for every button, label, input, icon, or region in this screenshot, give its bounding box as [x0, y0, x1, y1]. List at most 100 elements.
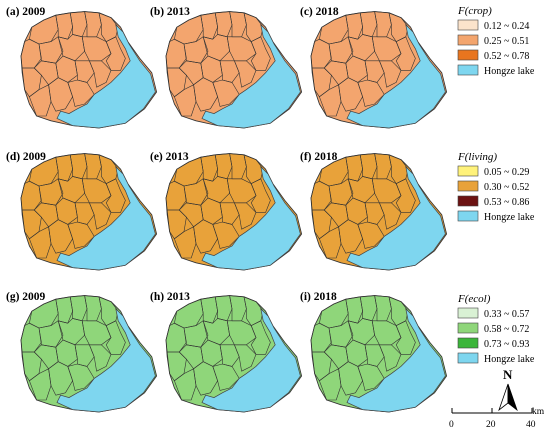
- legend-label: Hongze lake: [484, 354, 535, 365]
- county-region: [226, 36, 257, 62]
- legend-label: Hongze lake: [484, 212, 535, 223]
- county-region: [371, 178, 402, 204]
- hongze-lake: [346, 307, 446, 413]
- legend-ecol: F(ecol) 0.33 ~ 0.57 0.58 ~ 0.72 0.73 ~ 0…: [457, 293, 535, 365]
- county-region: [234, 344, 257, 372]
- county-region: [67, 363, 95, 391]
- county-region: [165, 322, 187, 353]
- county-region: [338, 361, 363, 396]
- county-region: [193, 361, 218, 396]
- legend-swatch: [457, 337, 479, 349]
- hongze-lake: [346, 165, 446, 271]
- hongze-lake: [201, 307, 301, 413]
- legend-title: F(ecol): [457, 293, 491, 305]
- panel-label: (b) 2013: [150, 6, 190, 18]
- hongze-lake: [56, 165, 156, 271]
- legend-swatch: [457, 19, 479, 31]
- panel-label: (i) 2018: [300, 291, 337, 303]
- county-region: [20, 38, 42, 69]
- legend-label: 0.33 ~ 0.57: [484, 309, 529, 320]
- county-region: [357, 79, 385, 107]
- county-region: [395, 178, 416, 213]
- county-region: [212, 363, 240, 391]
- county-region: [193, 77, 218, 112]
- county-region: [338, 219, 363, 254]
- county-region: [234, 202, 257, 230]
- county-region: [212, 79, 240, 107]
- legend-swatch: [457, 352, 479, 364]
- county-region: [81, 36, 112, 62]
- county-region: [379, 202, 402, 230]
- county-region: [310, 38, 332, 69]
- county-region: [67, 79, 95, 107]
- county-region: [338, 77, 363, 112]
- county-region: [20, 322, 42, 353]
- county-region: [48, 219, 73, 254]
- hongze-lake: [201, 23, 301, 129]
- county-region: [105, 320, 126, 355]
- panel-label: (d) 2009: [6, 151, 46, 163]
- legend-label: 0.53 ~ 0.86: [484, 197, 529, 208]
- county-region: [250, 178, 271, 213]
- legend-swatch: [457, 195, 479, 207]
- county-region: [212, 221, 240, 249]
- legend-label: 0.58 ~ 0.72: [484, 324, 529, 335]
- hongze-lake: [56, 23, 156, 129]
- county-region: [379, 344, 402, 372]
- hongze-lake: [346, 23, 446, 129]
- scale-bar: 0 20 40 km: [449, 407, 545, 430]
- county-region: [89, 202, 112, 230]
- legend-swatch: [457, 64, 479, 76]
- legend-label: 0.73 ~ 0.93: [484, 339, 529, 350]
- legend-label: 0.25 ~ 0.51: [484, 36, 529, 47]
- legend-label: 0.05 ~ 0.29: [484, 167, 529, 178]
- panel-label: (f) 2018: [300, 151, 338, 163]
- map-panel: [310, 295, 448, 413]
- county-region: [250, 320, 271, 355]
- county-region: [250, 36, 271, 71]
- county-region: [20, 180, 42, 211]
- county-region: [81, 178, 112, 204]
- county-region: [48, 77, 73, 112]
- county-region: [165, 180, 187, 211]
- county-region: [395, 36, 416, 71]
- county-region: [165, 38, 187, 69]
- county-region: [48, 361, 73, 396]
- scale-tick-label: 0: [449, 420, 454, 430]
- county-region: [357, 221, 385, 249]
- county-region: [310, 180, 332, 211]
- legend-label: Hongze lake: [484, 66, 535, 77]
- county-region: [89, 344, 112, 372]
- county-region: [105, 178, 126, 213]
- county-region: [226, 320, 257, 346]
- legend-swatch: [457, 165, 479, 177]
- panel-label: (e) 2013: [150, 151, 189, 163]
- legend-label: 0.30 ~ 0.52: [484, 182, 529, 193]
- county-region: [371, 36, 402, 62]
- county-region: [371, 320, 402, 346]
- county-region: [379, 60, 402, 88]
- map-panel: [310, 11, 448, 129]
- legend-swatch: [457, 34, 479, 46]
- legend-label: 0.12 ~ 0.24: [484, 21, 529, 32]
- legend-crop: F(crop) 0.12 ~ 0.24 0.25 ~ 0.51 0.52 ~ 0…: [457, 5, 535, 77]
- scale-tick-label: 40: [526, 420, 536, 430]
- map-panel: [165, 295, 303, 413]
- map-panel: [310, 153, 448, 271]
- legend-title: F(living): [457, 151, 497, 163]
- north-label: N: [503, 367, 513, 382]
- map-panel: [20, 153, 158, 271]
- panel-label: (a) 2009: [6, 6, 46, 18]
- map-panel: [165, 153, 303, 271]
- legend-swatch: [457, 307, 479, 319]
- county-region: [193, 219, 218, 254]
- map-panel: [20, 11, 158, 129]
- north-arrow-icon: N: [498, 367, 518, 412]
- legend-swatch: [457, 210, 479, 222]
- hongze-lake: [56, 307, 156, 413]
- county-region: [89, 60, 112, 88]
- county-region: [226, 178, 257, 204]
- legend-swatch: [457, 322, 479, 334]
- legend-title: F(crop): [457, 5, 492, 17]
